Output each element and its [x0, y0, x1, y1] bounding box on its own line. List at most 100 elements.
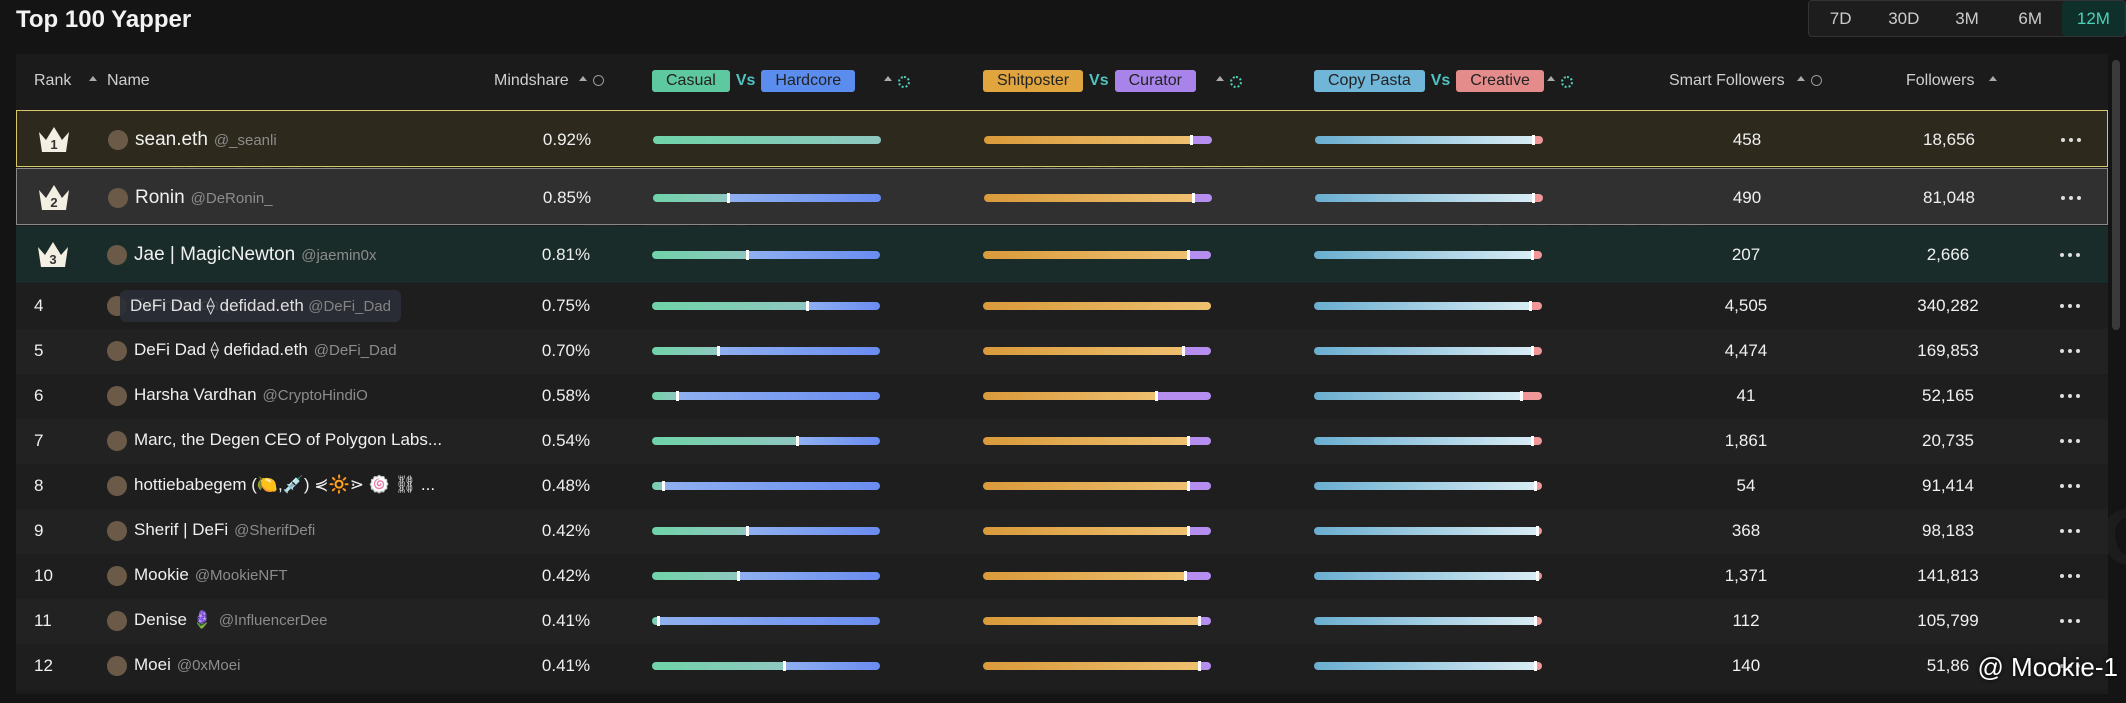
ratio-marker: [1182, 346, 1186, 356]
smart-followers: 368: [1731, 521, 1761, 540]
more-button[interactable]: [2060, 394, 2080, 398]
table-row[interactable]: 6 Harsha Vardhan @CryptoHindiO 0.58% 41 52,16…: [16, 373, 2108, 419]
settings-icon[interactable]: [898, 76, 910, 88]
bar-segment: [1193, 193, 1212, 202]
bar-segment: [1314, 392, 1522, 400]
user-name[interactable]: sean.eth: [135, 128, 208, 150]
user-name[interactable]: DeFi Dad ⟠ defidad.eth: [134, 340, 308, 359]
period-button[interactable]: 30D: [1888, 9, 1920, 28]
user-name[interactable]: Jae | MagicNewton: [134, 243, 296, 265]
rank: 3: [49, 251, 57, 267]
dot: [2068, 439, 2072, 443]
avatar: [107, 611, 127, 631]
ratio-marker: [1532, 134, 1536, 145]
crown-icon: [39, 184, 69, 210]
table-row[interactable]: 9 Sherif | DeFi @SherifDefi 0.42% 368 98,183: [16, 508, 2108, 554]
column-header: Name: [107, 72, 150, 89]
more-button[interactable]: [2060, 252, 2080, 257]
table-row[interactable]: 1 sean.eth @_seanli 0.92% 458 18,656: [16, 110, 2108, 167]
settings-icon[interactable]: [1230, 76, 1242, 88]
sort-icon[interactable]: [89, 76, 97, 81]
more-button[interactable]: [2060, 439, 2080, 443]
bar-segment: [747, 250, 880, 259]
vs-label: Vs: [735, 72, 756, 89]
bar-segment: [1533, 193, 1543, 202]
ratio-bar: [652, 392, 880, 400]
ratio-marker: [782, 661, 786, 671]
bar-segment: [1156, 392, 1211, 400]
avatar: [107, 521, 127, 541]
dot: [2076, 349, 2080, 353]
sort-icon[interactable]: [1989, 76, 1997, 81]
name-cell: Jae | MagicNewton @jaemin0x: [134, 244, 377, 266]
settings-icon[interactable]: [1561, 76, 1573, 88]
ratio-bar: [983, 527, 1211, 535]
ratio-marker: [1192, 192, 1196, 203]
table-row[interactable]: 7 Marc, the Degen CEO of Polygon Labs... 0…: [16, 418, 2108, 464]
user-name[interactable]: Moei: [134, 655, 171, 674]
table-row[interactable]: 8 hottiebabegem (🍋,💉) ⋞🔆⋗ 🍥 ⛓ ... 0.48% 54 9…: [16, 463, 2108, 509]
smart-followers: 41: [1736, 386, 1756, 405]
table-row[interactable]: 12 Moei @0xMoei 0.41% 140 51,86: [16, 643, 2108, 689]
crown-icon: [38, 241, 68, 267]
ratio-bar: [1314, 527, 1542, 535]
ratio-bar: [652, 572, 880, 580]
more-button[interactable]: [2061, 195, 2081, 200]
avatar: [107, 431, 127, 451]
dot: [2069, 137, 2073, 142]
table-row[interactable]: 2 Ronin @DeRonin_ 0.85% 490 81,048: [16, 168, 2108, 225]
rank-crown: 1: [37, 124, 71, 154]
ratio-marker: [1186, 249, 1190, 260]
mindshare: 0.58%: [541, 386, 591, 405]
user-name[interactable]: Denise 🪻: [134, 610, 213, 629]
table-row[interactable]: 3 Jae | MagicNewton @jaemin0x 0.81% 207 2,666: [16, 226, 2108, 283]
user-name[interactable]: Ronin: [135, 186, 185, 208]
more-button[interactable]: [2060, 664, 2080, 668]
ratio-bar: [652, 302, 880, 310]
user-name[interactable]: Mookie: [134, 565, 189, 584]
sort-icon[interactable]: [884, 76, 892, 81]
pill-label: Casual: [652, 70, 730, 92]
ratio-bar: [1314, 572, 1542, 580]
period-button[interactable]: 12M: [2061, 1, 2126, 36]
ratio-marker: [1154, 391, 1158, 401]
table-row[interactable]: 11 Denise 🪻 @InfluencerDee 0.41% 112 105,799: [16, 598, 2108, 644]
sort-icon[interactable]: [1216, 76, 1224, 81]
user-name[interactable]: Sherif | DeFi: [134, 520, 229, 539]
more-button[interactable]: [2060, 529, 2080, 533]
user-name[interactable]: Harsha Vardhan: [134, 385, 257, 404]
user-name[interactable]: Marc, the Degen CEO of Polygon Labs...: [134, 430, 443, 449]
table-row[interactable]: 5 DeFi Dad ⟠ defidad.eth @DeFi_Dad 0.70% 4,4…: [16, 328, 2108, 374]
smart-followers: 140: [1731, 656, 1761, 675]
mindshare: 0.75%: [541, 296, 591, 315]
table-row[interactable]: 10 Mookie @MookieNFT 0.42% 1,371 141,813: [16, 553, 2108, 599]
bar-segment: [652, 617, 659, 625]
bar-segment: [1188, 527, 1211, 535]
period-button[interactable]: 6M: [2018, 9, 2043, 28]
period-button[interactable]: 7D: [1829, 9, 1852, 28]
sort-icon[interactable]: [1797, 76, 1805, 81]
sort-icon[interactable]: [1547, 76, 1555, 81]
more-button[interactable]: [2060, 619, 2080, 623]
bar-segment: [983, 437, 1189, 445]
column-header: Smart Followers: [1669, 72, 1785, 89]
bar-segment: [1521, 392, 1542, 400]
more-button[interactable]: [2060, 349, 2080, 353]
ratio-marker: [1535, 526, 1539, 536]
more-button[interactable]: [2060, 304, 2080, 308]
bar-segment: [652, 482, 664, 490]
page-title: Top 100 Yapper: [16, 6, 192, 33]
bar-segment: [807, 302, 880, 310]
period-button[interactable]: 3M: [1955, 9, 1979, 28]
more-button[interactable]: [2060, 484, 2080, 488]
sort-icon[interactable]: [579, 76, 587, 81]
user-handle: @InfluencerDee: [218, 612, 328, 629]
bar-segment: [1199, 617, 1211, 625]
rank: 10: [34, 566, 53, 585]
rank: 1: [50, 136, 58, 152]
rank: 7: [34, 431, 44, 450]
more-button[interactable]: [2060, 574, 2080, 578]
more-button[interactable]: [2061, 137, 2081, 142]
user-name[interactable]: hottiebabegem (🍋,💉) ⋞🔆⋗ 🍥 ⛓ ...: [134, 475, 436, 494]
ratio-bar: [983, 617, 1211, 625]
